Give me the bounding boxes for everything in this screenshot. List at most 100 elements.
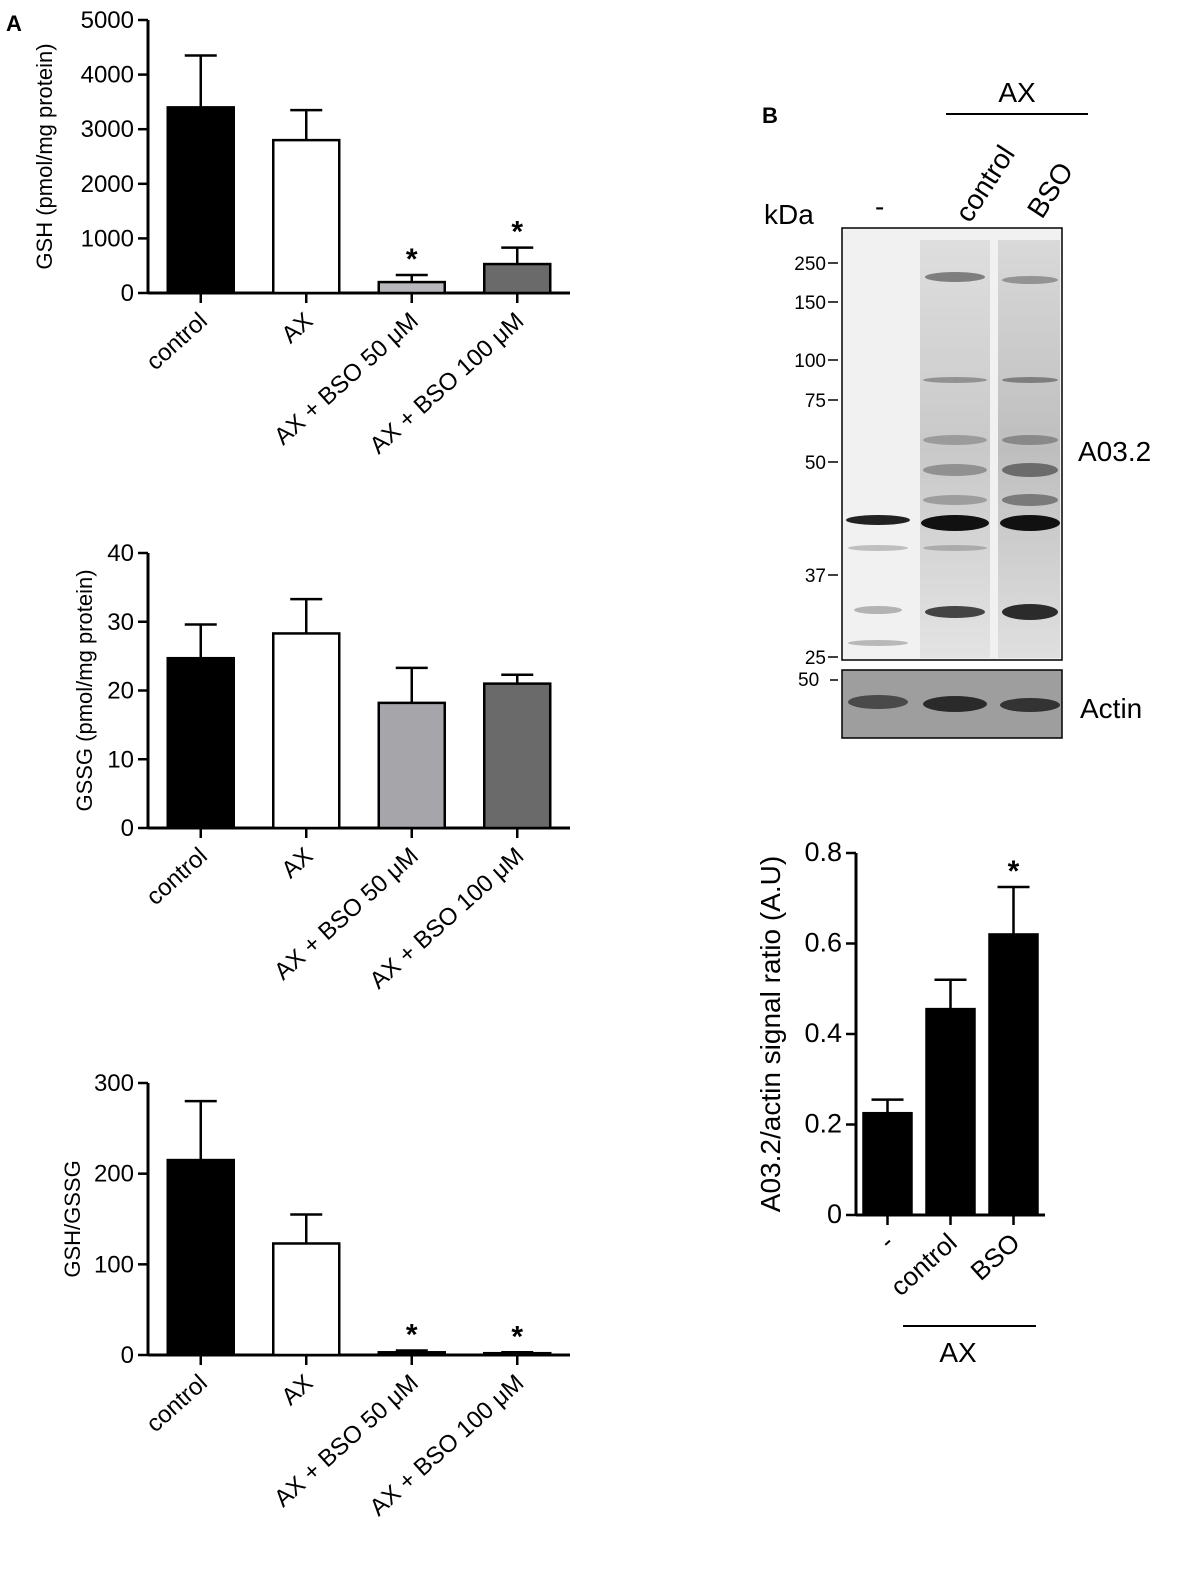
blot-marker-label: 50	[805, 453, 826, 474]
significance-marker: *	[511, 216, 523, 249]
panel-label-b: B	[762, 103, 778, 128]
blot-marker-label: 250	[794, 254, 826, 275]
blot-band	[1000, 515, 1060, 531]
blot-protein-label: A03.2	[1078, 436, 1151, 467]
gsh-bar-chart: 0 1000 2000 3000 4000 5000 GSH (pmol/mg protei…	[32, 7, 570, 459]
y-axis-title: GSH/GSSG	[60, 1160, 85, 1277]
significance-marker: *	[511, 1320, 523, 1353]
blot-lane-smear	[920, 240, 990, 658]
y-tick-label: 0.4	[804, 1018, 842, 1048]
y-tick-label: 0	[121, 815, 134, 842]
y-tick-label: 0.6	[804, 928, 842, 958]
blot-band	[854, 606, 902, 614]
blot-band	[925, 606, 985, 618]
blot-loading-label: Actin	[1080, 693, 1142, 724]
bar	[166, 1158, 235, 1357]
blot-band	[923, 377, 987, 383]
y-tick-label: 0.2	[804, 1109, 842, 1139]
blot-band	[921, 515, 989, 531]
category-label: AX	[276, 1369, 318, 1410]
y-tick-label: 100	[94, 1251, 134, 1278]
bar	[377, 1351, 446, 1357]
blot-band	[925, 272, 985, 282]
category-label: control	[141, 1369, 213, 1437]
blot-bands	[846, 272, 1060, 646]
blot-band	[1002, 604, 1058, 620]
y-tick-label: 40	[107, 540, 134, 567]
y-tick-label: 10	[107, 746, 134, 773]
blot-marker-labels: 250 150 100 75 50 37 25	[794, 254, 838, 669]
category-label: AX	[276, 842, 318, 883]
blot-lane-label: control	[949, 140, 1021, 227]
group-label: AX	[939, 1337, 977, 1368]
blot-lane-label: BSO	[1021, 157, 1079, 223]
y-axis-title: A03.2/actin signal ratio (A.U)	[755, 856, 786, 1212]
blot-marker-label: 37	[805, 566, 826, 587]
y-tick-label: 0	[121, 280, 134, 307]
y-tick-label: 0.8	[804, 837, 842, 867]
blot-band	[1002, 463, 1058, 477]
a03-actin-ratio-bar-chart: 0 0.2 0.4 0.6 0.8 A03.2/actin signal ratio (A…	[755, 837, 1045, 1302]
y-tick-label: 2000	[81, 171, 134, 198]
blot-band	[846, 515, 910, 525]
blot-marker-label: 100	[794, 351, 826, 372]
bar	[272, 1242, 341, 1357]
blot-band	[848, 545, 908, 551]
y-tick-label: 300	[94, 1070, 134, 1097]
actin-band	[1000, 698, 1060, 712]
blot-band	[1002, 494, 1058, 506]
significance-marker: *	[406, 243, 418, 276]
bar	[862, 1111, 913, 1217]
y-axis-title: GSH (pmol/mg protein)	[32, 43, 57, 269]
blot-marker-label: 150	[794, 293, 826, 314]
category-label: BSO	[965, 1227, 1026, 1286]
y-tick-label: 5000	[81, 7, 134, 34]
category-label: control	[141, 307, 213, 375]
significance-marker: *	[406, 1318, 418, 1351]
bar	[988, 933, 1039, 1217]
bar	[483, 682, 552, 830]
y-tick-label: 3000	[81, 116, 134, 143]
bar	[925, 1007, 976, 1217]
western-blot: AX kDa - control BSO 250 150 100 75 50 37 25 A…	[764, 77, 1151, 739]
actin-band	[848, 695, 908, 709]
y-tick-label: 30	[107, 609, 134, 636]
bar	[377, 701, 446, 830]
blot-band	[923, 495, 987, 505]
bar	[483, 262, 552, 295]
category-label: AX	[276, 307, 318, 348]
blot-band	[1002, 276, 1058, 284]
blot-band	[923, 545, 987, 551]
blot-band	[1002, 435, 1058, 445]
category-label: control	[884, 1227, 962, 1302]
blot-band	[1002, 377, 1058, 383]
y-tick-label: 4000	[81, 62, 134, 89]
y-tick-label: 20	[107, 678, 134, 705]
bar	[166, 106, 235, 295]
bar	[272, 632, 341, 830]
panel-label-a: A	[6, 11, 22, 36]
actin-marker-label: 50	[798, 670, 819, 691]
blot-kda-label: kDa	[764, 199, 814, 230]
blot-band	[923, 464, 987, 476]
y-tick-label: 0	[827, 1199, 842, 1229]
bar	[272, 138, 341, 295]
blot-marker-label: 75	[805, 391, 826, 412]
blot-lane-smear	[998, 240, 1060, 658]
y-tick-label: 0	[121, 1342, 134, 1369]
category-label: -	[873, 1227, 900, 1255]
gssg-bar-chart: 0 10 20 30 40 GSSG (pmol/mg protein) control AX…	[72, 540, 570, 994]
y-axis-title: GSSG (pmol/mg protein)	[72, 569, 97, 811]
y-tick-label: 1000	[81, 225, 134, 252]
significance-marker: *	[1008, 855, 1020, 888]
blot-band	[923, 435, 987, 445]
actin-band	[923, 696, 987, 712]
bar	[377, 280, 446, 295]
blot-marker-label: 25	[805, 648, 826, 669]
bar	[483, 1351, 552, 1357]
blot-lane-label: -	[875, 191, 884, 222]
bar	[166, 656, 235, 830]
category-label: control	[141, 842, 213, 910]
